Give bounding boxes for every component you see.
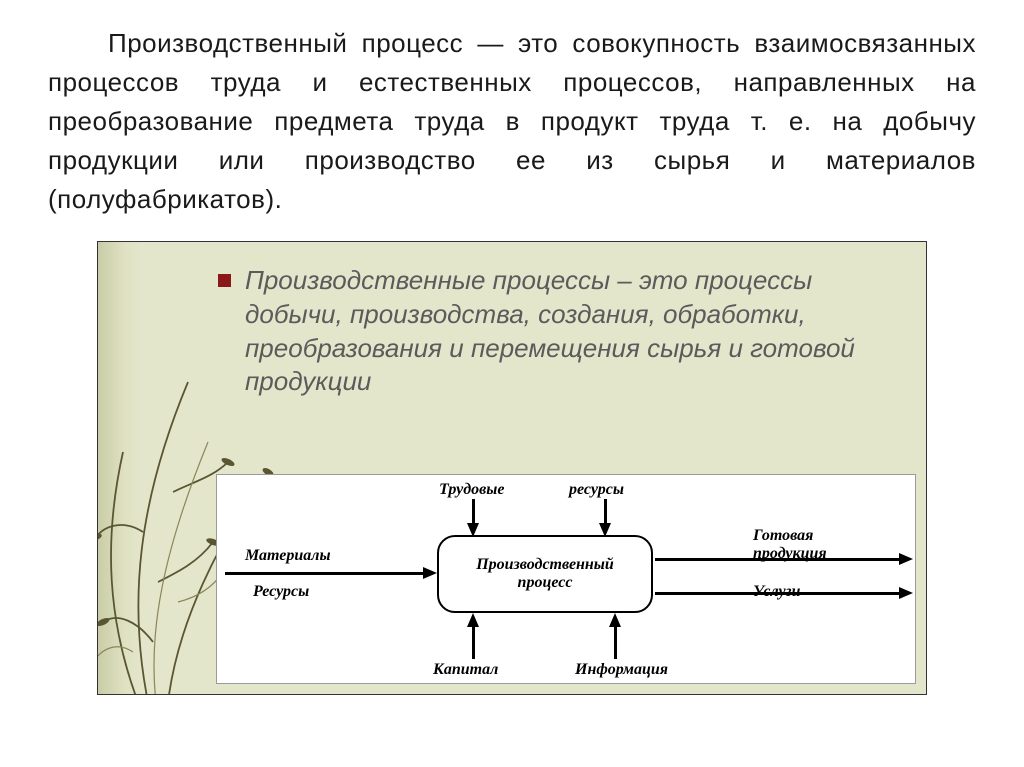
label-bot-right: Информация (575, 661, 668, 679)
arrow-top-right (604, 499, 607, 525)
slide-left-gradient (98, 242, 142, 694)
arrow-top-left (472, 499, 475, 525)
label-right-bot: Услуги (753, 583, 800, 601)
label-left-bot: Ресурсы (253, 583, 309, 601)
arrow-right-output-1-head (899, 553, 913, 565)
slide-body-text: Производственные процессы – это процессы… (245, 264, 902, 399)
top-paragraph-section: Производственный процесс — это совокупно… (0, 0, 1024, 237)
label-right-top1: Готовая (753, 527, 813, 545)
process-box: Производственный процесс (437, 535, 653, 613)
process-box-line1: Производственный (476, 556, 614, 574)
arrow-bot-right-head (609, 613, 621, 627)
label-right-top2: продукция (753, 545, 827, 563)
bullet-square-icon (218, 274, 231, 287)
arrow-left-input (225, 572, 425, 575)
main-paragraph: Производственный процесс — это совокупно… (48, 24, 976, 219)
arrow-left-input-head (423, 567, 437, 579)
arrow-bot-left (472, 625, 475, 659)
bullet-row: Производственные процессы – это процессы… (218, 264, 902, 399)
arrow-right-output-2-head (899, 587, 913, 599)
arrow-bot-left-head (467, 613, 479, 627)
process-box-line2: процесс (518, 574, 573, 592)
slide-panel: Производственные процессы – это процессы… (97, 241, 927, 695)
process-diagram: Производственный процесс Трудовые ресурс… (216, 474, 916, 684)
label-bot-left: Капитал (433, 661, 498, 679)
arrow-bot-right (614, 625, 617, 659)
label-left-top: Материалы (245, 547, 331, 565)
label-top-left: Трудовые (439, 481, 505, 499)
label-top-right: ресурсы (569, 481, 624, 499)
slide-content: Производственные процессы – это процессы… (218, 264, 902, 399)
